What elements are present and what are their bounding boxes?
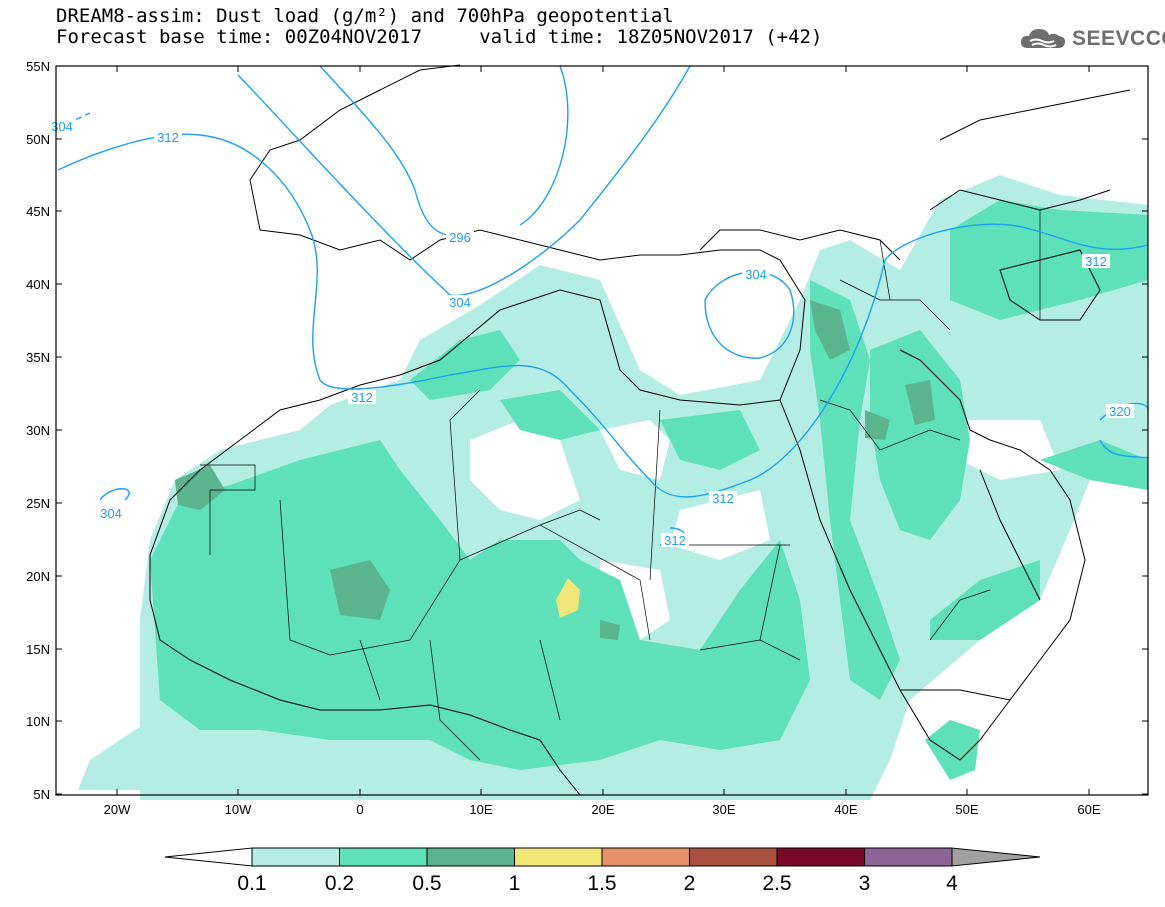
colorbar-segment	[776, 847, 865, 867]
colorbar-segment-high	[951, 847, 1041, 867]
colorbar-segment	[514, 847, 603, 867]
contour-label: 312	[1085, 254, 1107, 269]
contour-label: 304	[51, 119, 73, 134]
colorbar-label: 3	[858, 872, 871, 895]
lat-label: 25N	[26, 496, 50, 511]
contour-label-group: 304 312 296 304 304 312 312 304 312 312 320	[48, 119, 1134, 548]
brand-name: SEEVCCC	[1072, 27, 1165, 50]
contour-label: 312	[351, 390, 373, 405]
colorbar-label: 1	[508, 872, 521, 895]
lat-label: 40N	[26, 277, 50, 292]
lon-label: 10W	[225, 802, 252, 817]
colorbar-segment	[601, 847, 690, 867]
lat-label: 15N	[26, 642, 50, 657]
colorbar-segment-low	[164, 847, 253, 867]
longitude-labels: 20W 10W 0 10E 20E 30E 40E 50E 60E	[104, 802, 1101, 817]
colorbar-label: 2.5	[762, 872, 792, 895]
contour-label: 304	[100, 506, 122, 521]
contour-label: 320	[1109, 404, 1131, 419]
lat-label: 5N	[33, 787, 50, 802]
colorbar-segment	[426, 847, 515, 867]
colorbar-label: 1.5	[587, 872, 617, 895]
contour-label: 304	[449, 295, 471, 310]
lon-label: 0	[356, 802, 363, 817]
lat-label: 35N	[26, 350, 50, 365]
lon-label: 60E	[1077, 802, 1100, 817]
colorbar-segment	[251, 847, 340, 867]
dust-shading	[78, 175, 1148, 800]
lon-label: 10E	[469, 802, 492, 817]
country-borders	[200, 210, 1041, 761]
lat-label: 45N	[26, 204, 50, 219]
colorbar-label: 0.1	[237, 872, 267, 895]
colorbar-label: 2	[683, 872, 696, 895]
contour-label: 312	[712, 491, 734, 506]
lat-label: 55N	[26, 59, 50, 74]
colorbar	[164, 847, 1041, 867]
lon-label: 20W	[104, 802, 131, 817]
lat-label: 50N	[26, 132, 50, 147]
latitude-labels: 55N 50N 45N 40N 35N 30N 25N 20N 15N 10N 5N	[26, 59, 50, 802]
contour-label: 304	[745, 267, 767, 282]
map-subtitle: Forecast base time: 00Z04NOV2017 valid t…	[56, 26, 823, 48]
colorbar-segment	[689, 847, 778, 867]
contour-label: 312	[664, 533, 686, 548]
cloud-logo-icon	[1020, 29, 1066, 48]
brand-logo: SEEVCCC	[1018, 26, 1165, 52]
lat-label: 10N	[26, 714, 50, 729]
lat-label: 30N	[26, 423, 50, 438]
lon-label: 20E	[591, 802, 614, 817]
contour-label: 296	[449, 230, 471, 245]
colorbar-label: 0.5	[412, 872, 442, 895]
colorbar-segment	[864, 847, 953, 867]
map-title: DREAM8-assim: Dust load (g/m²) and 700hP…	[56, 5, 674, 27]
colorbar-label: 0.2	[324, 872, 355, 895]
lat-label: 20N	[26, 569, 50, 584]
axis-ticks	[56, 65, 1148, 795]
colorbar-label: 4	[946, 872, 958, 895]
contour-label: 312	[157, 130, 179, 145]
colorbar-segment	[339, 847, 428, 867]
geopotential-contours	[57, 65, 1149, 542]
lon-label: 40E	[834, 802, 857, 817]
lon-label: 30E	[712, 802, 735, 817]
lon-label: 50E	[955, 802, 978, 817]
